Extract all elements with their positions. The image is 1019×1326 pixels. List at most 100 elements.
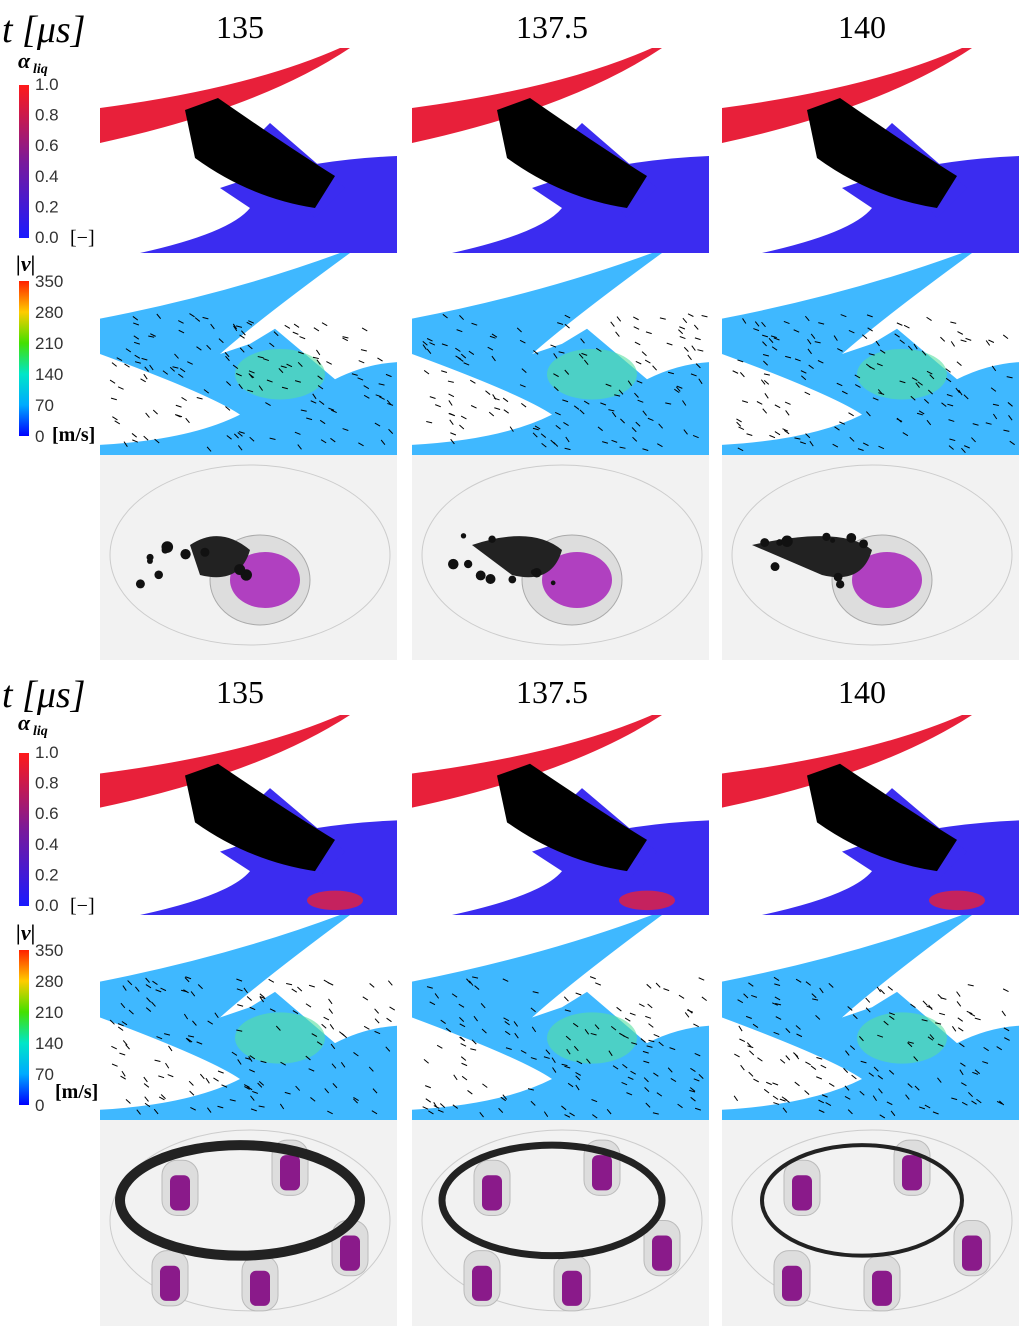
vector bbox=[426, 421, 433, 424]
vector bbox=[957, 1017, 964, 1022]
vector bbox=[679, 335, 686, 340]
vector bbox=[635, 421, 641, 427]
vector bbox=[812, 998, 819, 1001]
panel-cell bbox=[100, 253, 397, 455]
colorbar-unit: [m/s] bbox=[55, 1081, 98, 1103]
vector bbox=[859, 1090, 865, 1096]
sheet bbox=[760, 1143, 964, 1258]
vector bbox=[849, 436, 855, 442]
vector bbox=[701, 996, 707, 1002]
vector bbox=[450, 432, 457, 436]
vector bbox=[328, 407, 335, 411]
vector bbox=[451, 993, 458, 998]
vector bbox=[213, 1077, 219, 1082]
vector bbox=[369, 983, 375, 988]
vector bbox=[907, 1042, 913, 1048]
vector bbox=[248, 373, 255, 379]
vector bbox=[305, 1003, 312, 1008]
vector bbox=[488, 411, 495, 417]
red-band bbox=[412, 715, 662, 808]
vector bbox=[190, 991, 196, 997]
vector bbox=[596, 347, 602, 352]
jet bbox=[235, 1012, 325, 1064]
colorbar-unit: [−] bbox=[70, 895, 95, 917]
vector bbox=[422, 1106, 429, 1110]
vector bbox=[246, 321, 253, 326]
vector bbox=[854, 374, 861, 379]
vector bbox=[955, 387, 960, 394]
colorbar bbox=[19, 950, 29, 1105]
vector bbox=[948, 445, 954, 450]
vector bbox=[273, 331, 279, 337]
vector bbox=[781, 1096, 788, 1101]
vector bbox=[236, 373, 242, 377]
vector bbox=[963, 394, 969, 400]
vector bbox=[543, 1056, 550, 1059]
vector bbox=[145, 1007, 152, 1012]
vector bbox=[595, 982, 601, 986]
vector bbox=[133, 335, 140, 340]
vector bbox=[961, 1101, 968, 1106]
vector bbox=[833, 335, 838, 341]
vector bbox=[311, 1033, 318, 1038]
vector bbox=[175, 404, 182, 408]
vector bbox=[437, 1109, 444, 1113]
vector bbox=[670, 1077, 677, 1082]
droplet bbox=[833, 572, 843, 582]
vector bbox=[669, 1047, 676, 1051]
vector bbox=[329, 1024, 335, 1030]
colorbar-tick: 280 bbox=[35, 972, 63, 991]
domain bbox=[100, 253, 397, 455]
vector bbox=[387, 980, 393, 986]
liquid-core bbox=[962, 1235, 982, 1271]
vector bbox=[217, 1070, 224, 1074]
panel-cell bbox=[412, 915, 709, 1120]
vector bbox=[773, 976, 780, 981]
vector bbox=[836, 382, 843, 387]
vector bbox=[862, 334, 868, 339]
vector bbox=[883, 1020, 889, 1026]
droplet bbox=[448, 558, 459, 570]
vector bbox=[868, 353, 875, 356]
vector bbox=[460, 1036, 466, 1042]
vector bbox=[794, 1053, 800, 1060]
vector bbox=[769, 434, 776, 439]
vector bbox=[321, 322, 328, 327]
vector bbox=[134, 361, 141, 364]
vector bbox=[433, 1105, 440, 1109]
vector bbox=[245, 1057, 252, 1061]
vector bbox=[117, 1023, 124, 1027]
vector bbox=[782, 428, 789, 432]
vector bbox=[448, 400, 453, 406]
vector bbox=[340, 1062, 346, 1068]
vector bbox=[693, 1023, 699, 1028]
vector bbox=[816, 1076, 823, 1080]
domain bbox=[412, 915, 709, 1120]
vector bbox=[187, 1035, 195, 1038]
vector bbox=[737, 359, 744, 363]
vector bbox=[368, 1066, 374, 1072]
vector bbox=[250, 1095, 255, 1101]
vector bbox=[164, 1033, 171, 1036]
vector bbox=[926, 316, 932, 322]
panel-cell bbox=[100, 915, 397, 1120]
vector bbox=[165, 1062, 170, 1069]
vector bbox=[385, 1046, 391, 1052]
vector bbox=[633, 326, 640, 330]
vector bbox=[780, 1058, 786, 1064]
vector bbox=[564, 323, 570, 329]
vector bbox=[690, 1067, 696, 1073]
vector bbox=[519, 339, 526, 344]
vector bbox=[151, 1001, 156, 1007]
vector bbox=[143, 435, 149, 441]
vector bbox=[423, 370, 430, 375]
vector bbox=[610, 1025, 617, 1031]
vector bbox=[557, 322, 564, 325]
vector bbox=[747, 1045, 754, 1049]
vector bbox=[784, 401, 791, 405]
vector bbox=[760, 379, 766, 385]
vector bbox=[828, 1082, 835, 1087]
vector bbox=[197, 984, 203, 990]
guide bbox=[731, 464, 1013, 646]
vector bbox=[691, 345, 696, 351]
